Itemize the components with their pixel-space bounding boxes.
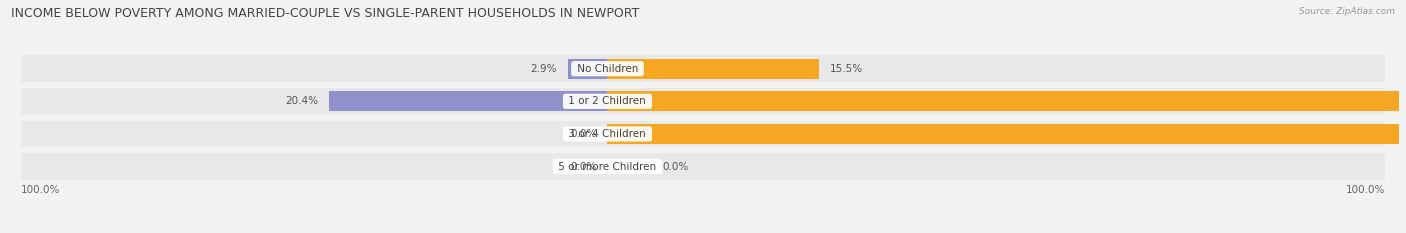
Text: 0.0%: 0.0% bbox=[662, 162, 689, 171]
Text: No Children: No Children bbox=[574, 64, 641, 74]
Text: 100.0%: 100.0% bbox=[1346, 185, 1385, 195]
Bar bbox=[607, 58, 818, 79]
Text: Source: ZipAtlas.com: Source: ZipAtlas.com bbox=[1299, 7, 1395, 16]
Bar bbox=[21, 55, 1385, 82]
Bar bbox=[329, 91, 607, 111]
Bar bbox=[21, 121, 1385, 147]
Text: 0.0%: 0.0% bbox=[571, 129, 596, 139]
Text: 3 or 4 Children: 3 or 4 Children bbox=[565, 129, 650, 139]
Bar bbox=[607, 91, 1406, 111]
Bar bbox=[21, 153, 1385, 180]
Bar bbox=[568, 58, 607, 79]
Text: 15.5%: 15.5% bbox=[830, 64, 863, 74]
Bar bbox=[607, 124, 1406, 144]
Bar bbox=[21, 88, 1385, 115]
Text: 100.0%: 100.0% bbox=[21, 185, 60, 195]
Text: 20.4%: 20.4% bbox=[285, 96, 318, 106]
Text: INCOME BELOW POVERTY AMONG MARRIED-COUPLE VS SINGLE-PARENT HOUSEHOLDS IN NEWPORT: INCOME BELOW POVERTY AMONG MARRIED-COUPL… bbox=[11, 7, 640, 20]
Text: 5 or more Children: 5 or more Children bbox=[555, 162, 659, 171]
Text: 2.9%: 2.9% bbox=[530, 64, 557, 74]
Text: 0.0%: 0.0% bbox=[571, 162, 596, 171]
Text: 1 or 2 Children: 1 or 2 Children bbox=[565, 96, 650, 106]
